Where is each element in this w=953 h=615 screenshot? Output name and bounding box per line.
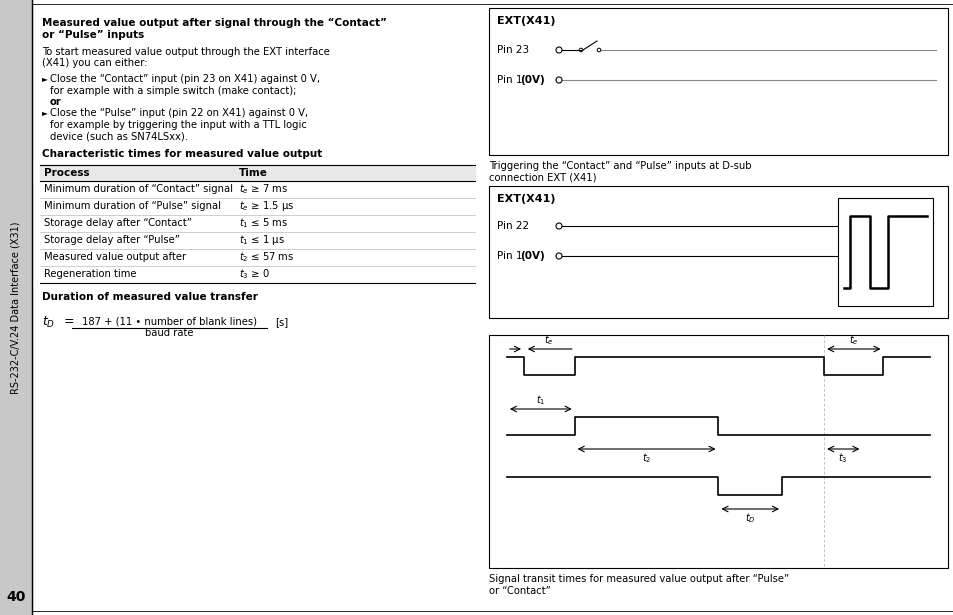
Text: 187 + (11 • number of blank lines): 187 + (11 • number of blank lines) <box>82 316 256 326</box>
Text: Signal transit times for measured value output after “Pulse”: Signal transit times for measured value … <box>489 574 788 584</box>
Text: or “Contact”: or “Contact” <box>489 585 550 595</box>
Text: To start measured value output through the EXT interface: To start measured value output through t… <box>42 47 330 57</box>
Text: Pin 1: Pin 1 <box>497 75 522 85</box>
Text: Regeneration time: Regeneration time <box>44 269 136 279</box>
Text: or: or <box>50 97 62 107</box>
Text: Measured value output after: Measured value output after <box>44 252 186 262</box>
Bar <box>489 186 947 318</box>
Text: Close the “Contact” input (pin 23 on X41) against 0 V,: Close the “Contact” input (pin 23 on X41… <box>50 74 319 84</box>
Bar <box>40 164 475 180</box>
Text: Pin 22: Pin 22 <box>497 221 529 231</box>
Text: ►: ► <box>42 108 48 117</box>
Text: $t_D$: $t_D$ <box>42 314 55 330</box>
Text: $t_1$ ≤ 1 μs: $t_1$ ≤ 1 μs <box>239 233 285 247</box>
Text: [s]: [s] <box>274 317 288 327</box>
Text: (0V): (0V) <box>519 251 544 261</box>
Text: $t_1$ ≤ 5 ms: $t_1$ ≤ 5 ms <box>239 216 288 230</box>
Text: Close the “Pulse” input (pin 22 on X41) against 0 V,: Close the “Pulse” input (pin 22 on X41) … <box>50 108 308 119</box>
Text: Pin 1: Pin 1 <box>497 251 522 261</box>
Text: Characteristic times for measured value output: Characteristic times for measured value … <box>42 149 322 159</box>
Text: $t_1$: $t_1$ <box>536 393 545 407</box>
Text: $t_e$ ≥ 1.5 μs: $t_e$ ≥ 1.5 μs <box>239 199 294 213</box>
Text: connection EXT (X41): connection EXT (X41) <box>489 172 596 183</box>
Text: 40: 40 <box>7 590 26 604</box>
Text: Storage delay after “Contact”: Storage delay after “Contact” <box>44 218 192 228</box>
Text: device (such as SN74LSxx).: device (such as SN74LSxx). <box>50 132 188 141</box>
Text: Storage delay after “Pulse”: Storage delay after “Pulse” <box>44 235 180 245</box>
Text: RS-232-C/V.24 Data Interface (X31): RS-232-C/V.24 Data Interface (X31) <box>11 221 21 394</box>
Bar <box>489 335 947 568</box>
Text: Pin 23: Pin 23 <box>497 45 529 55</box>
Text: Duration of measured value transfer: Duration of measured value transfer <box>42 293 257 303</box>
Text: Minimum duration of “Contact” signal: Minimum duration of “Contact” signal <box>44 184 233 194</box>
Text: baud rate: baud rate <box>145 328 193 338</box>
Text: $t_2$ ≤ 57 ms: $t_2$ ≤ 57 ms <box>239 250 294 264</box>
Text: $t_e$: $t_e$ <box>544 333 554 347</box>
Text: $t_D$: $t_D$ <box>744 511 755 525</box>
Text: Time: Time <box>239 167 268 178</box>
Text: Triggering the “Contact” and “Pulse” inputs at D-sub: Triggering the “Contact” and “Pulse” inp… <box>489 161 751 171</box>
Bar <box>0 0 32 615</box>
Text: Process: Process <box>44 167 90 178</box>
Text: Minimum duration of “Pulse” signal: Minimum duration of “Pulse” signal <box>44 201 221 211</box>
Text: =: = <box>64 315 74 328</box>
Text: $t_e$ ≥ 7 ms: $t_e$ ≥ 7 ms <box>239 182 288 196</box>
Text: $t_e$: $t_e$ <box>848 333 858 347</box>
Text: (X41) you can either:: (X41) you can either: <box>42 58 148 68</box>
Text: Measured value output after signal through the “Contact”: Measured value output after signal throu… <box>42 18 387 28</box>
Text: EXT(X41): EXT(X41) <box>497 16 555 26</box>
Text: for example with a simple switch (make contact);: for example with a simple switch (make c… <box>50 85 296 95</box>
Text: $t_3$: $t_3$ <box>838 451 847 465</box>
Text: or “Pulse” inputs: or “Pulse” inputs <box>42 30 144 39</box>
Text: (0V): (0V) <box>519 75 544 85</box>
Text: ►: ► <box>42 74 48 83</box>
Text: for example by triggering the input with a TTL logic: for example by triggering the input with… <box>50 120 307 130</box>
Text: $t_2$: $t_2$ <box>641 451 651 465</box>
Bar <box>489 8 947 155</box>
Bar <box>837 198 932 306</box>
Text: $t_3$ ≥ 0: $t_3$ ≥ 0 <box>239 267 270 281</box>
Text: EXT(X41): EXT(X41) <box>497 194 555 204</box>
